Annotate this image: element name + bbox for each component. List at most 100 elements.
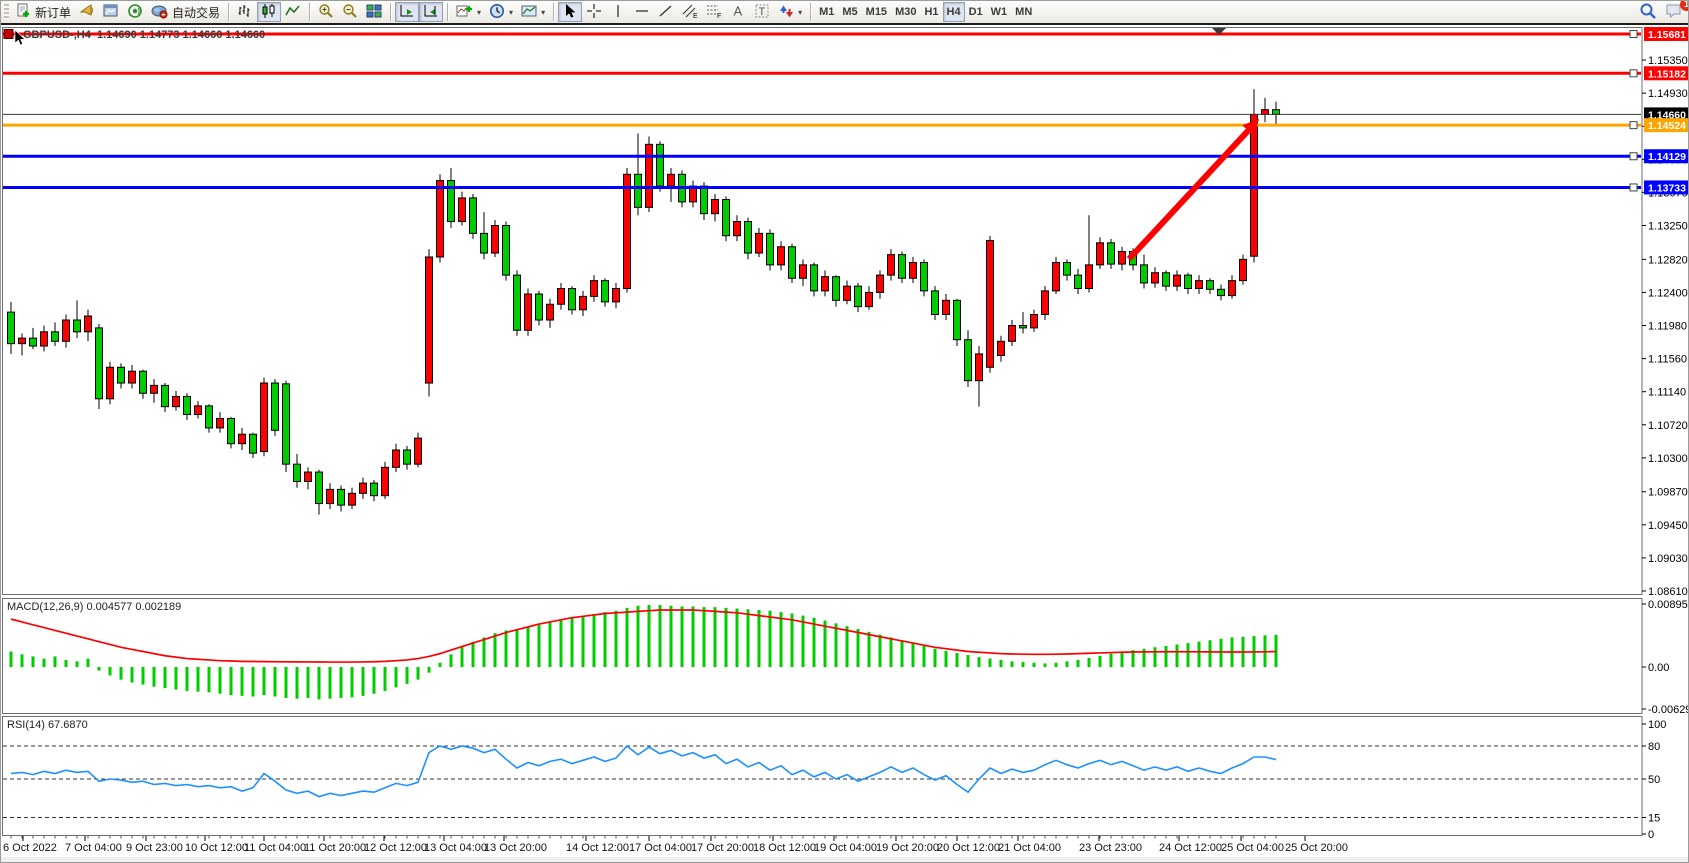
svg-text:1.15350: 1.15350 [1648, 55, 1688, 67]
candle [1063, 262, 1071, 276]
svg-text:0.00895: 0.00895 [1648, 599, 1688, 611]
arrows-objects-button[interactable]: ▾ [774, 2, 806, 22]
timeframe-d1-button[interactable]: D1 [965, 2, 987, 22]
dropdown-caret-icon: ▾ [541, 7, 546, 17]
zoom-out-icon [342, 3, 358, 22]
indicators-icon [456, 3, 473, 22]
sound-button[interactable] [75, 2, 99, 22]
candle [227, 417, 235, 445]
channel-button[interactable]: E [678, 2, 702, 22]
signals-button[interactable] [123, 2, 147, 22]
time-axis-label: 9 Oct 23:00 [126, 842, 183, 854]
time-axis-label: 17 Oct 20:00 [691, 842, 754, 854]
timeframe-m30-button[interactable]: M30 [891, 2, 920, 22]
candle [29, 337, 37, 347]
candle [843, 285, 851, 301]
time-axis-label: 14 Oct 12:00 [566, 842, 629, 854]
text-button[interactable]: A [726, 2, 750, 22]
timeframe-m5-button[interactable]: M5 [838, 2, 861, 22]
candle [326, 488, 334, 505]
timeframe-mn-button[interactable]: MN [1011, 2, 1036, 22]
svg-text:1.10300: 1.10300 [1648, 453, 1688, 465]
time-axis-label: 18 Oct 12:00 [753, 842, 816, 854]
templates-button[interactable]: ▾ [517, 2, 549, 22]
toolbar-separator [309, 3, 311, 21]
fibonacci-button[interactable]: F [702, 2, 726, 22]
notification-badge: 1 [1680, 1, 1688, 11]
timeframe-m1-button[interactable]: M1 [815, 2, 838, 22]
candle [601, 280, 609, 303]
horizontal-line-button[interactable] [630, 2, 654, 22]
line-handle[interactable] [1629, 183, 1638, 192]
candle [106, 366, 114, 400]
svg-text:1.14930: 1.14930 [1648, 88, 1688, 100]
crosshair-icon [586, 3, 602, 22]
candle [986, 239, 994, 368]
tile-windows-button[interactable] [362, 2, 386, 22]
fibonacci-icon: F [706, 3, 722, 22]
new-order-button[interactable]: 新订单 [12, 2, 75, 22]
candle [898, 254, 906, 279]
toolbar-separator [390, 3, 392, 21]
chart-shift-marker[interactable] [1212, 28, 1226, 35]
candlestick-button[interactable] [257, 2, 282, 22]
svg-text:15: 15 [1648, 813, 1660, 825]
candle [711, 198, 719, 215]
tile-windows-icon [366, 3, 382, 22]
svg-text:1.15681: 1.15681 [1648, 29, 1686, 41]
indicators-button[interactable]: ▾ [452, 2, 485, 22]
line-chart-button[interactable] [281, 2, 305, 22]
notifications-button[interactable]: 1 [1661, 1, 1688, 22]
candle [953, 299, 961, 341]
search-button[interactable] [1635, 2, 1661, 22]
trend-arrow[interactable] [1126, 119, 1259, 262]
toolbar-grip[interactable] [4, 4, 9, 20]
trendline-button[interactable] [654, 2, 678, 22]
timeframe-h1-button[interactable]: H1 [920, 2, 942, 22]
time-axis-label: 25 Oct 20:00 [1285, 842, 1348, 854]
time-axis-label: 19 Oct 04:00 [814, 842, 877, 854]
line-handle[interactable] [1629, 29, 1638, 38]
bar-chart-button[interactable] [233, 2, 257, 22]
time-axis-label: 11 Oct 20:00 [304, 842, 366, 854]
candle [260, 382, 268, 453]
candle [568, 288, 576, 311]
candle [656, 143, 664, 187]
candle [458, 197, 466, 223]
time-axis-label: 13 Oct 20:00 [484, 842, 547, 854]
svg-text:1.09870: 1.09870 [1648, 487, 1688, 499]
timeframe-w1-button[interactable]: W1 [987, 2, 1012, 22]
zoom-in-button[interactable] [314, 2, 338, 22]
candle [1162, 272, 1170, 287]
line-handle[interactable] [1629, 69, 1638, 78]
text-label-button[interactable]: T [750, 2, 774, 22]
timeframe-h4-button[interactable]: H4 [942, 2, 965, 22]
svg-text:0: 0 [1648, 829, 1654, 841]
candle [18, 337, 26, 345]
zoom-out-button[interactable] [338, 2, 362, 22]
time-axis-label: 10 Oct 12:00 [185, 842, 248, 854]
macd-pane: 0.00895 0.00 -0.006299 [9, 599, 1688, 716]
price-lines-layer[interactable] [3, 28, 1641, 192]
line-handle[interactable] [3, 28, 14, 39]
candle [1041, 290, 1049, 316]
candle [436, 180, 444, 258]
autotrading-button[interactable]: 自动交易 [147, 2, 224, 22]
time-axis-label: 13 Oct 04:00 [424, 842, 487, 854]
line-handle[interactable] [1629, 152, 1638, 161]
line-handle[interactable] [1629, 121, 1638, 130]
periods-button[interactable]: ▾ [485, 2, 517, 22]
candle [744, 221, 752, 254]
autotrading-icon [151, 3, 169, 22]
candle [480, 232, 488, 254]
chart-window-button[interactable] [99, 2, 123, 22]
svg-text:1.09030: 1.09030 [1648, 553, 1688, 565]
candle [216, 417, 224, 429]
auto-scroll-button[interactable] [395, 2, 420, 22]
vertical-line-button[interactable] [606, 2, 630, 22]
chart-shift-button[interactable] [419, 2, 444, 22]
crosshair-button[interactable] [582, 2, 606, 22]
cursor-button[interactable] [558, 2, 583, 22]
candle [392, 449, 400, 468]
timeframe-m15-button[interactable]: M15 [862, 2, 891, 22]
